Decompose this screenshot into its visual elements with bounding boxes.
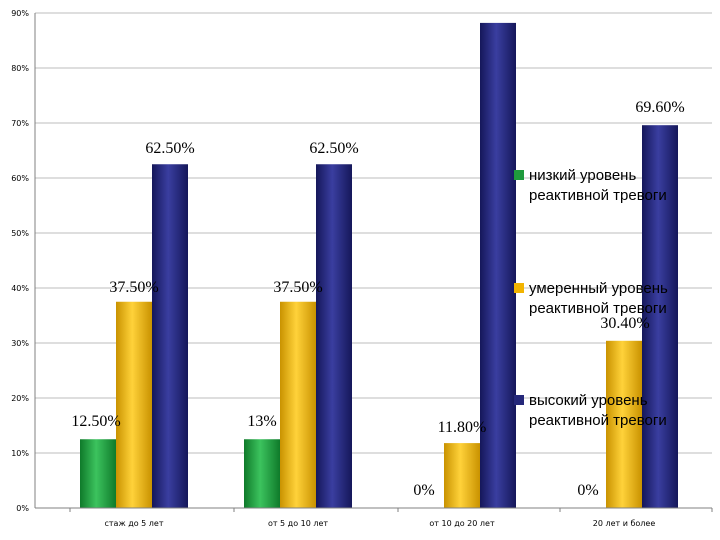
legend-swatch — [514, 170, 524, 180]
y-tick-label: 60% — [11, 174, 29, 183]
y-tick-label: 20% — [11, 394, 29, 403]
y-tick-label: 0% — [16, 504, 29, 513]
x-tick-label: от 5 до 10 лет — [268, 519, 328, 528]
legend-label: реактивной тревоги — [529, 412, 667, 429]
y-tick-label: 30% — [11, 339, 29, 348]
data-label: 69.60% — [635, 99, 684, 116]
legend-swatch — [514, 395, 524, 405]
bars — [80, 22, 678, 509]
data-label: 0% — [413, 482, 434, 499]
bar — [480, 22, 516, 509]
bar — [444, 443, 480, 508]
data-label: 0% — [577, 482, 598, 499]
data-label: 12.50% — [71, 413, 120, 430]
y-tick-label: 10% — [11, 449, 29, 458]
legend-swatch — [514, 283, 524, 293]
data-labels: 12.50% 37.50% 62.50% 13% 37.50% 62.50% 11.80% 3… — [71, 99, 684, 499]
legend-label: умеренный уровень — [529, 280, 668, 297]
data-label: 11.80% — [438, 419, 487, 436]
data-label: 62.50% — [309, 140, 358, 157]
data-label: 13% — [247, 413, 276, 430]
bar — [606, 340, 642, 508]
data-label: 37.50% — [109, 279, 158, 296]
bar — [152, 164, 188, 508]
x-axis: стаж до 5 лет от 5 до 10 лет от 10 до 20 л… — [35, 507, 713, 528]
y-tick-label: 70% — [11, 119, 29, 128]
x-tick-label: 20 лет и более — [593, 519, 656, 528]
legend: низкий уровень реактивной тревоги умеренны… — [514, 167, 668, 429]
bar — [244, 439, 280, 508]
bar — [116, 301, 152, 508]
legend-label: реактивной тревоги — [529, 300, 667, 317]
data-label: 37.50% — [273, 279, 322, 296]
y-tick-label: 50% — [11, 229, 29, 238]
data-label: 62.50% — [145, 140, 194, 157]
bar — [642, 125, 678, 508]
bar — [280, 301, 316, 508]
y-tick-label: 80% — [11, 64, 29, 73]
legend-label: реактивной тревоги — [529, 187, 667, 204]
bar — [316, 164, 352, 508]
data-label: 30.40% — [600, 315, 649, 332]
y-tick-label: 90% — [11, 9, 29, 18]
bar — [80, 439, 116, 508]
y-axis: 0% 10% 20% 30% 40% 50% 60% 70% 80% 90% — [11, 9, 36, 513]
x-tick-label: от 10 до 20 лет — [429, 519, 495, 528]
legend-label: низкий уровень — [529, 167, 636, 184]
y-tick-label: 40% — [11, 284, 29, 293]
legend-label: высокий уровень — [529, 392, 648, 409]
x-tick-label: стаж до 5 лет — [104, 519, 163, 528]
